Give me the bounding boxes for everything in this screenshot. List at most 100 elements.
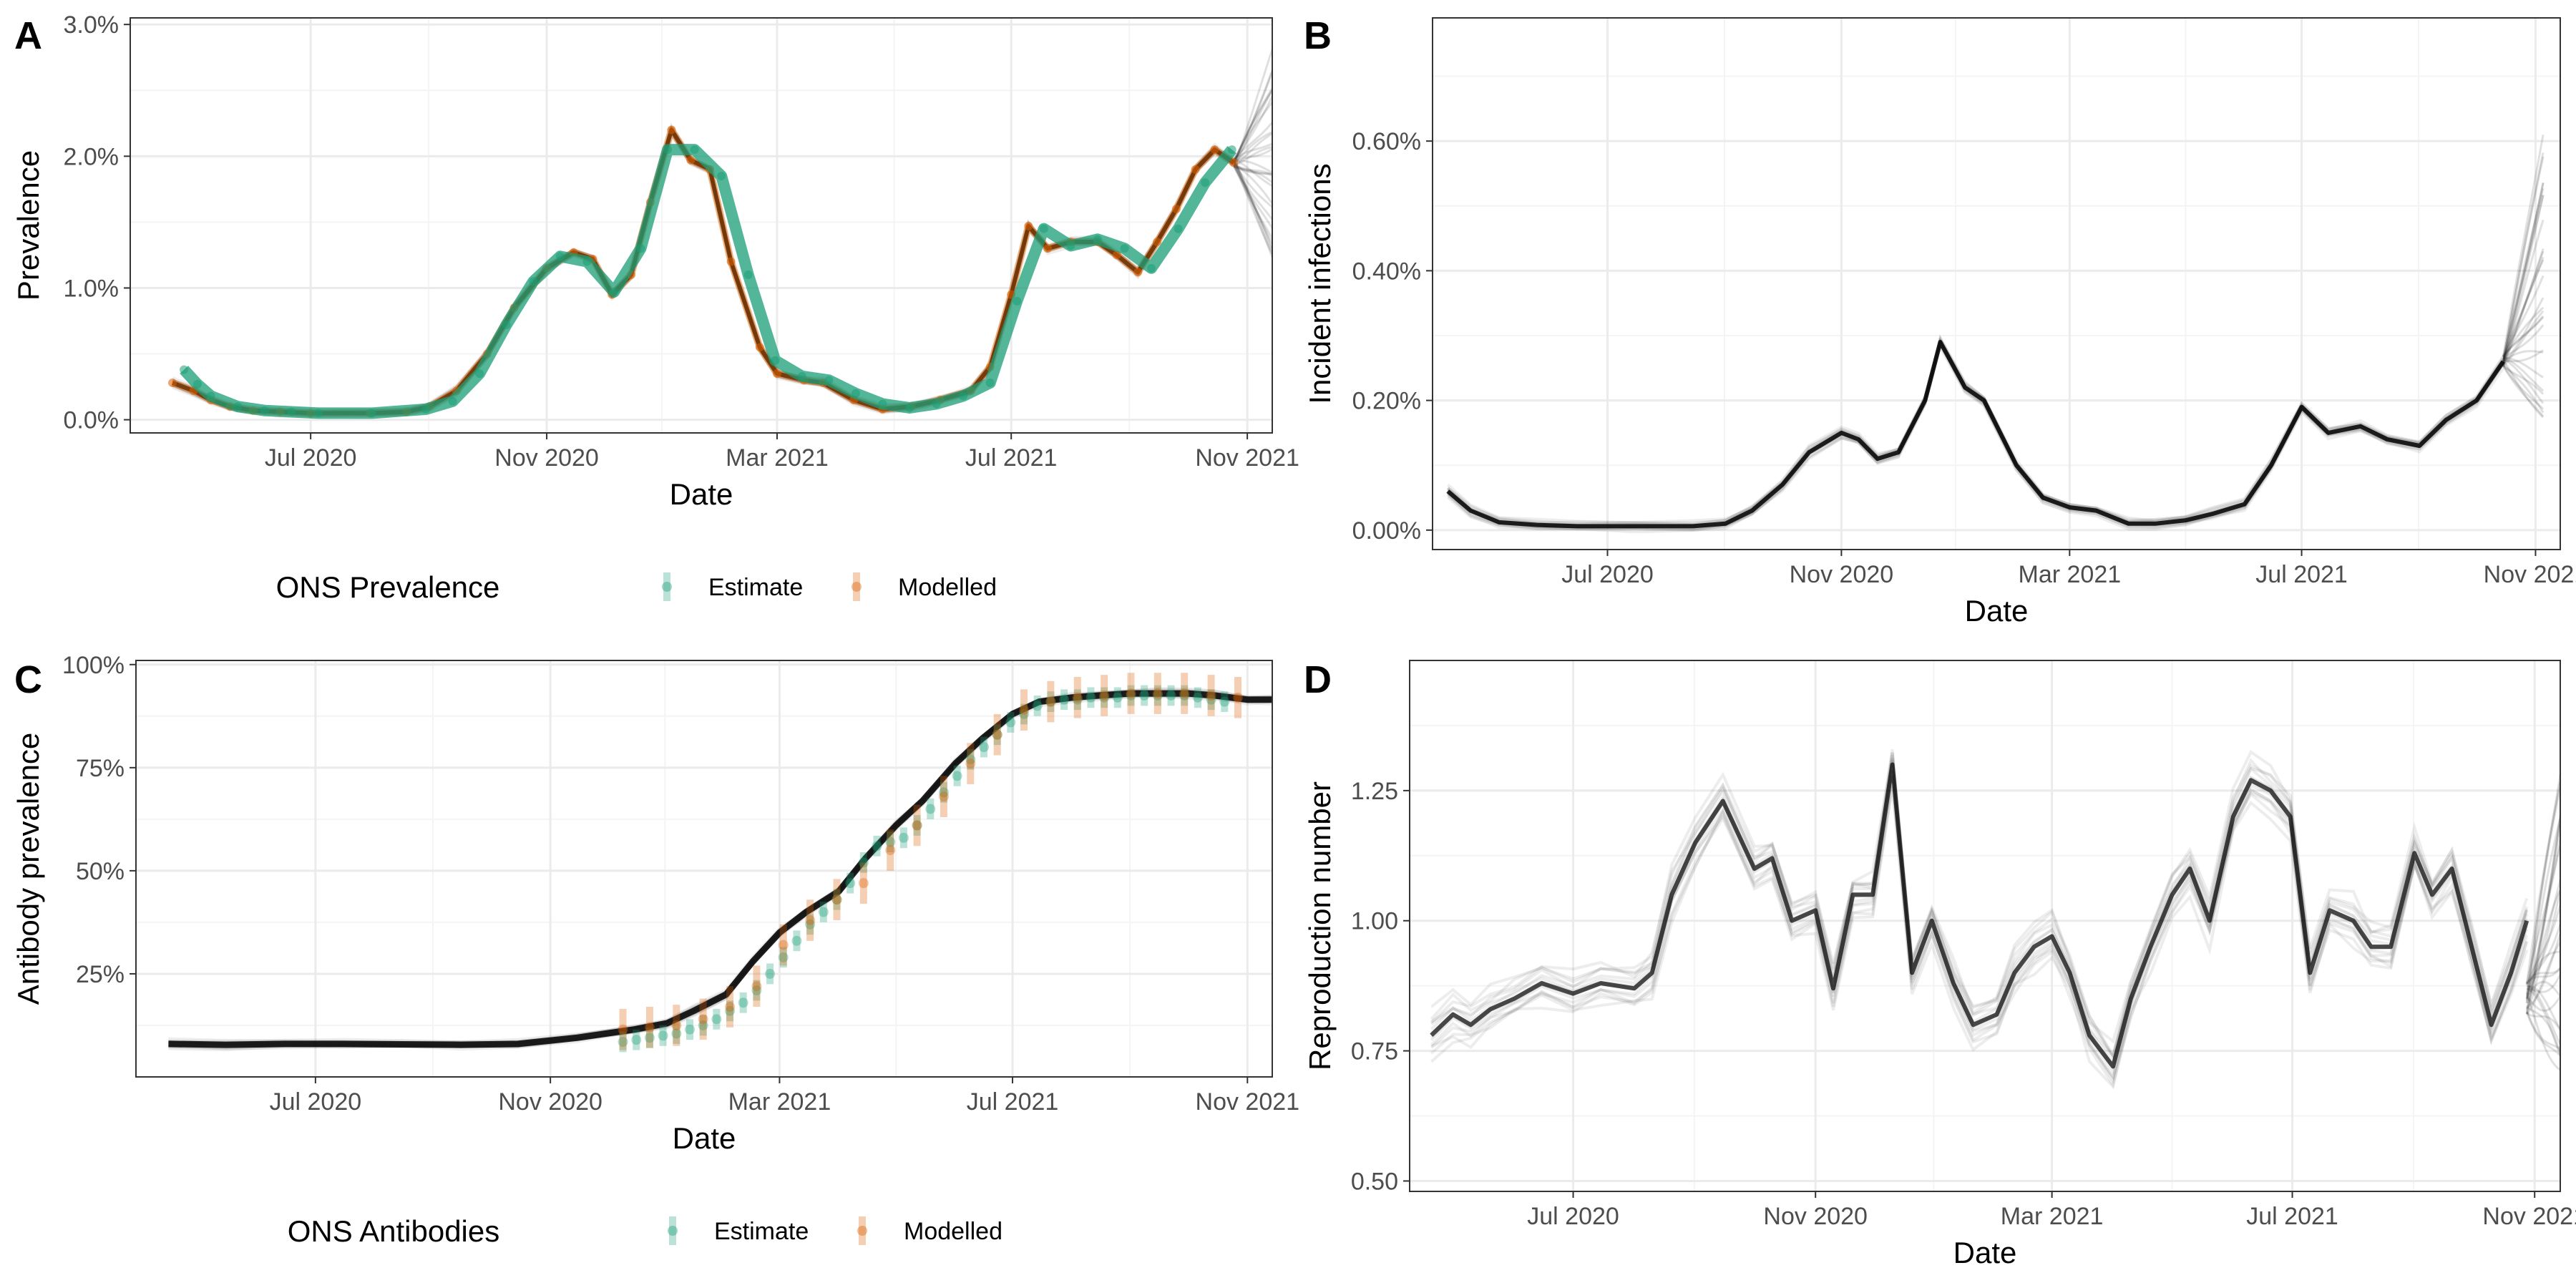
projection-trajectory xyxy=(1234,148,1272,161)
trajectory-sample xyxy=(172,130,1235,418)
projection-trajectory xyxy=(2503,349,2544,363)
x-tick-label: Mar 2021 xyxy=(726,444,829,472)
estimate-point xyxy=(851,389,860,398)
estimate-point xyxy=(1179,690,1190,701)
panel-d: Jul 2020 Nov 2020 Mar 2021 Jul 2021 Nov 2021… xyxy=(1303,658,2576,1269)
estimate-point xyxy=(985,379,995,388)
estimate-point xyxy=(698,1020,708,1030)
estimate-point xyxy=(1019,708,1030,719)
projection-trajectory xyxy=(1232,49,1272,167)
estimate-point xyxy=(1227,145,1236,155)
modelled-point xyxy=(1152,688,1163,699)
modelled-point xyxy=(725,1002,736,1013)
modelled-point xyxy=(1133,268,1143,277)
trajectory-sample xyxy=(1430,786,2529,1090)
panel-letter: A xyxy=(14,14,42,57)
estimate-point xyxy=(671,1028,682,1039)
x-tick-label: Nov 2021 xyxy=(2484,561,2576,588)
y-axis-title: Antibody prevalence xyxy=(11,733,45,1005)
estimate-point xyxy=(1166,690,1176,701)
estimate-point xyxy=(475,369,484,379)
legend-key-point xyxy=(852,582,862,592)
trajectory-sample xyxy=(1430,775,2529,1085)
estimate-point xyxy=(421,404,431,414)
modelled-point xyxy=(778,940,789,950)
projection-trajectory xyxy=(2502,219,2545,367)
modelled-point xyxy=(831,894,842,905)
estimate-point xyxy=(448,396,457,406)
projection-trajectory xyxy=(1233,89,1272,162)
trajectory-sample xyxy=(1447,334,2504,525)
modelled-point xyxy=(644,1022,655,1033)
estimate-point xyxy=(313,409,323,418)
model-line xyxy=(171,127,1236,416)
panel-letter: D xyxy=(1304,658,1332,701)
modelled-point xyxy=(1072,692,1083,703)
x-tick-label: Jul 2020 xyxy=(1527,1203,1619,1230)
projection-trajectory xyxy=(2502,357,2545,404)
estimate-point xyxy=(878,399,887,409)
estimate-point xyxy=(1032,701,1043,711)
trajectory-sample xyxy=(168,689,1272,1045)
modelled-point xyxy=(618,1024,628,1035)
estimate-point xyxy=(805,919,816,930)
projection-trajectory xyxy=(2525,774,2560,985)
y-tick-label: 0.20% xyxy=(1352,388,1421,415)
projection-trajectory xyxy=(1234,159,1272,174)
y-tick-label: 1.25 xyxy=(1351,778,1398,805)
x-tick-label: Nov 2021 xyxy=(2482,1203,2576,1230)
estimate-point xyxy=(898,832,909,843)
modelled-point xyxy=(1153,238,1162,247)
projection-trajectory xyxy=(2502,259,2545,366)
x-tick-label: Jul 2021 xyxy=(967,1088,1059,1116)
projection-trajectory xyxy=(2502,356,2545,392)
estimate-point xyxy=(367,409,376,418)
estimate-point xyxy=(818,907,829,917)
trajectory-sample xyxy=(172,126,1235,415)
modelled-point xyxy=(992,729,1002,740)
x-tick-label: Nov 2021 xyxy=(1195,444,1299,472)
projection-trajectory xyxy=(1233,95,1272,162)
projection-trajectory xyxy=(1233,87,1272,164)
estimate-point xyxy=(260,406,269,415)
modelled-point xyxy=(938,791,949,802)
estimate-point xyxy=(858,857,869,868)
modelled-point xyxy=(1232,692,1243,703)
estimate-point xyxy=(609,287,618,296)
y-tick-label: 1.00 xyxy=(1351,908,1398,935)
projection-trajectory xyxy=(2502,364,2545,414)
estimate-point xyxy=(180,365,189,374)
estimate-point xyxy=(1152,690,1163,701)
legend-label-estimate: Estimate xyxy=(714,1218,809,1245)
modelled-point xyxy=(1179,688,1190,699)
estimate-point xyxy=(206,391,215,401)
x-axis-title: Date xyxy=(673,1121,736,1155)
estimate-point xyxy=(582,257,592,266)
projection-trajectory xyxy=(1233,157,1272,187)
projection-trajectory xyxy=(2525,1010,2560,1050)
estimate-point xyxy=(1059,694,1070,705)
trajectory-sample xyxy=(172,127,1235,416)
projection-trajectory xyxy=(2502,297,2545,366)
estimate-point xyxy=(1066,241,1075,250)
projection-trajectory xyxy=(2502,310,2545,368)
y-tick-label: 100% xyxy=(62,652,125,679)
y-tick-label: 25% xyxy=(76,961,125,988)
trajectory-sample xyxy=(1446,341,2504,531)
projection-trajectory xyxy=(1233,101,1272,161)
estimate-point xyxy=(555,252,565,261)
estimate-point xyxy=(618,1037,628,1048)
trajectory-sample xyxy=(1430,752,2529,1061)
modelled-point xyxy=(698,1014,708,1025)
trajectory-sample xyxy=(1446,341,2504,532)
legend-key-point xyxy=(857,1226,867,1236)
estimate-point xyxy=(978,742,989,753)
estimate-point xyxy=(905,404,914,413)
modelled-point xyxy=(912,820,922,831)
modelled-point xyxy=(168,379,177,388)
projection-trajectory xyxy=(1233,165,1272,229)
projection-trajectory xyxy=(2525,904,2560,985)
estimate-point xyxy=(711,1014,722,1025)
trajectory-sample xyxy=(168,688,1272,1044)
plot-area xyxy=(1446,135,2545,534)
